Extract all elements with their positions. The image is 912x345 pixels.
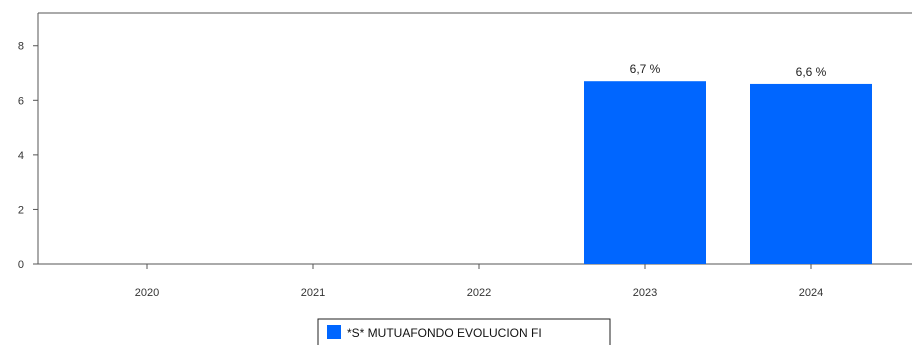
data-labels: 6,7 % 6,6 %	[630, 62, 827, 79]
data-label-2023: 6,7 %	[630, 62, 661, 76]
y-tick-label: 0	[18, 259, 24, 271]
x-tick-label: 2024	[799, 287, 823, 299]
x-tick-label: 2022	[467, 287, 491, 299]
x-axis-ticks: 2020 2021 2022 2023 2024	[135, 264, 823, 299]
y-tick-label: 4	[18, 150, 24, 162]
y-tick-label: 2	[18, 204, 24, 216]
legend-swatch	[327, 325, 341, 339]
y-tick-label: 8	[18, 41, 24, 53]
bar-2023	[584, 81, 706, 265]
y-tick-label: 6	[18, 95, 24, 107]
legend-label: *S* MUTUAFONDO EVOLUCION FI	[347, 326, 542, 340]
bar-series	[584, 81, 872, 265]
x-tick-label: 2021	[301, 287, 325, 299]
bar-2024	[750, 83, 872, 264]
data-label-2024: 6,6 %	[796, 65, 827, 79]
legend: *S* MUTUAFONDO EVOLUCION FI	[317, 318, 611, 345]
legend-box	[317, 318, 611, 345]
x-tick-label: 2020	[135, 287, 159, 299]
y-axis-ticks: 0 2 4 6 8	[18, 41, 38, 271]
x-tick-label: 2023	[633, 287, 657, 299]
